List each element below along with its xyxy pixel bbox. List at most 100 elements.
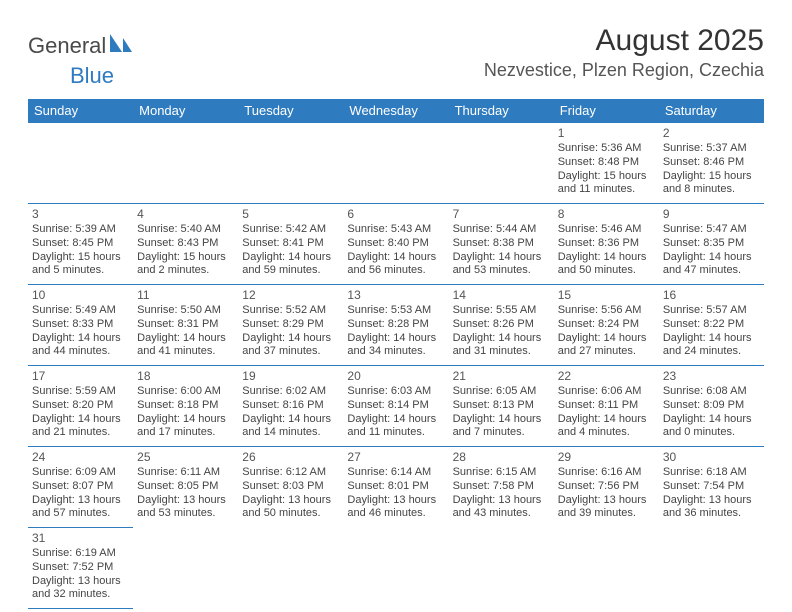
day-info-line: Sunset: 8:20 PM <box>32 399 129 413</box>
day-number: 9 <box>663 207 760 222</box>
day-info-line: and 2 minutes. <box>137 264 234 278</box>
day-number: 30 <box>663 450 760 465</box>
day-info-line: Sunrise: 6:18 AM <box>663 466 760 480</box>
day-info-line: Sunset: 8:38 PM <box>453 237 550 251</box>
day-number: 15 <box>558 288 655 303</box>
day-info-line: and 37 minutes. <box>242 345 339 359</box>
day-number: 21 <box>453 369 550 384</box>
calendar-day-cell: 23Sunrise: 6:08 AMSunset: 8:09 PMDayligh… <box>659 366 764 447</box>
day-number: 16 <box>663 288 760 303</box>
day-number: 26 <box>242 450 339 465</box>
day-info-line: Sunrise: 6:00 AM <box>137 385 234 399</box>
weekday-header: Wednesday <box>343 99 448 123</box>
calendar-week-row: 31Sunrise: 6:19 AMSunset: 7:52 PMDayligh… <box>28 528 764 609</box>
day-info-line: and 0 minutes. <box>663 426 760 440</box>
day-info-line: and 17 minutes. <box>137 426 234 440</box>
day-info-line: Daylight: 14 hours <box>347 332 444 346</box>
calendar-day-cell: 29Sunrise: 6:16 AMSunset: 7:56 PMDayligh… <box>554 447 659 528</box>
calendar-day-cell: 28Sunrise: 6:15 AMSunset: 7:58 PMDayligh… <box>449 447 554 528</box>
calendar-day-cell: 5Sunrise: 5:42 AMSunset: 8:41 PMDaylight… <box>238 204 343 285</box>
day-info-line: Daylight: 14 hours <box>453 251 550 265</box>
day-info-line: Sunrise: 5:40 AM <box>137 223 234 237</box>
day-info-line: Sunrise: 5:39 AM <box>32 223 129 237</box>
day-info-line: Sunrise: 6:09 AM <box>32 466 129 480</box>
calendar-day-cell: 4Sunrise: 5:40 AMSunset: 8:43 PMDaylight… <box>133 204 238 285</box>
day-info-line: Daylight: 13 hours <box>347 494 444 508</box>
day-info-line: Sunset: 8:46 PM <box>663 156 760 170</box>
day-number: 10 <box>32 288 129 303</box>
day-number: 5 <box>242 207 339 222</box>
calendar-day-cell: 1Sunrise: 5:36 AMSunset: 8:48 PMDaylight… <box>554 123 659 204</box>
day-info-line: Sunset: 8:07 PM <box>32 480 129 494</box>
day-info-line: Sunset: 8:45 PM <box>32 237 129 251</box>
day-info-line: Daylight: 13 hours <box>32 494 129 508</box>
day-number: 2 <box>663 126 760 141</box>
day-info-line: and 21 minutes. <box>32 426 129 440</box>
calendar-day-cell: 18Sunrise: 6:00 AMSunset: 8:18 PMDayligh… <box>133 366 238 447</box>
day-info-line: Daylight: 14 hours <box>663 251 760 265</box>
day-info-line: and 59 minutes. <box>242 264 339 278</box>
day-number: 29 <box>558 450 655 465</box>
day-info-line: Sunset: 8:28 PM <box>347 318 444 332</box>
day-info-line: Daylight: 14 hours <box>347 251 444 265</box>
calendar-week-row: 10Sunrise: 5:49 AMSunset: 8:33 PMDayligh… <box>28 285 764 366</box>
day-info-line: Daylight: 14 hours <box>242 413 339 427</box>
calendar-day-cell <box>554 528 659 609</box>
day-number: 23 <box>663 369 760 384</box>
day-info-line: Sunrise: 5:53 AM <box>347 304 444 318</box>
day-number: 14 <box>453 288 550 303</box>
calendar-week-row: 17Sunrise: 5:59 AMSunset: 8:20 PMDayligh… <box>28 366 764 447</box>
day-info-line: Sunrise: 6:02 AM <box>242 385 339 399</box>
day-number: 18 <box>137 369 234 384</box>
calendar-day-cell <box>343 123 448 204</box>
day-info-line: and 46 minutes. <box>347 507 444 521</box>
day-info-line: Sunset: 8:01 PM <box>347 480 444 494</box>
day-info-line: Daylight: 15 hours <box>558 170 655 184</box>
day-info-line: Sunset: 7:52 PM <box>32 561 129 575</box>
calendar-day-cell: 2Sunrise: 5:37 AMSunset: 8:46 PMDaylight… <box>659 123 764 204</box>
day-info-line: Daylight: 14 hours <box>558 251 655 265</box>
day-info-line: Sunrise: 6:05 AM <box>453 385 550 399</box>
day-info-line: Sunrise: 6:08 AM <box>663 385 760 399</box>
day-info-line: and 39 minutes. <box>558 507 655 521</box>
day-number: 6 <box>347 207 444 222</box>
calendar-day-cell <box>28 123 133 204</box>
day-info-line: Sunset: 8:11 PM <box>558 399 655 413</box>
day-info-line: Daylight: 13 hours <box>558 494 655 508</box>
day-info-line: Sunset: 8:13 PM <box>453 399 550 413</box>
day-info-line: and 34 minutes. <box>347 345 444 359</box>
calendar-day-cell: 19Sunrise: 6:02 AMSunset: 8:16 PMDayligh… <box>238 366 343 447</box>
calendar-day-cell: 11Sunrise: 5:50 AMSunset: 8:31 PMDayligh… <box>133 285 238 366</box>
day-info-line: Sunset: 8:24 PM <box>558 318 655 332</box>
day-info-line: Daylight: 14 hours <box>32 332 129 346</box>
day-info-line: Sunrise: 5:55 AM <box>453 304 550 318</box>
day-info-line: and 11 minutes. <box>347 426 444 440</box>
day-info-line: Sunrise: 5:44 AM <box>453 223 550 237</box>
day-info-line: Sunrise: 5:42 AM <box>242 223 339 237</box>
calendar-day-cell: 6Sunrise: 5:43 AMSunset: 8:40 PMDaylight… <box>343 204 448 285</box>
calendar-day-cell: 26Sunrise: 6:12 AMSunset: 8:03 PMDayligh… <box>238 447 343 528</box>
day-number: 3 <box>32 207 129 222</box>
calendar-day-cell <box>449 123 554 204</box>
day-info-line: Sunset: 8:03 PM <box>242 480 339 494</box>
calendar-week-row: 1Sunrise: 5:36 AMSunset: 8:48 PMDaylight… <box>28 123 764 204</box>
day-info-line: Daylight: 14 hours <box>558 332 655 346</box>
day-number: 8 <box>558 207 655 222</box>
day-info-line: Daylight: 13 hours <box>137 494 234 508</box>
calendar-day-cell <box>238 528 343 609</box>
calendar-day-cell <box>238 123 343 204</box>
calendar-day-cell: 17Sunrise: 5:59 AMSunset: 8:20 PMDayligh… <box>28 366 133 447</box>
day-info-line: and 4 minutes. <box>558 426 655 440</box>
day-info-line: and 8 minutes. <box>663 183 760 197</box>
day-info-line: Daylight: 14 hours <box>663 413 760 427</box>
day-info-line: and 27 minutes. <box>558 345 655 359</box>
calendar-day-cell: 15Sunrise: 5:56 AMSunset: 8:24 PMDayligh… <box>554 285 659 366</box>
day-info-line: Daylight: 14 hours <box>242 251 339 265</box>
calendar-day-cell: 27Sunrise: 6:14 AMSunset: 8:01 PMDayligh… <box>343 447 448 528</box>
day-info-line: Sunset: 8:43 PM <box>137 237 234 251</box>
day-info-line: Sunset: 7:58 PM <box>453 480 550 494</box>
day-info-line: Daylight: 13 hours <box>663 494 760 508</box>
day-info-line: Daylight: 15 hours <box>663 170 760 184</box>
calendar-body: 1Sunrise: 5:36 AMSunset: 8:48 PMDaylight… <box>28 123 764 609</box>
day-info-line: Daylight: 14 hours <box>137 332 234 346</box>
